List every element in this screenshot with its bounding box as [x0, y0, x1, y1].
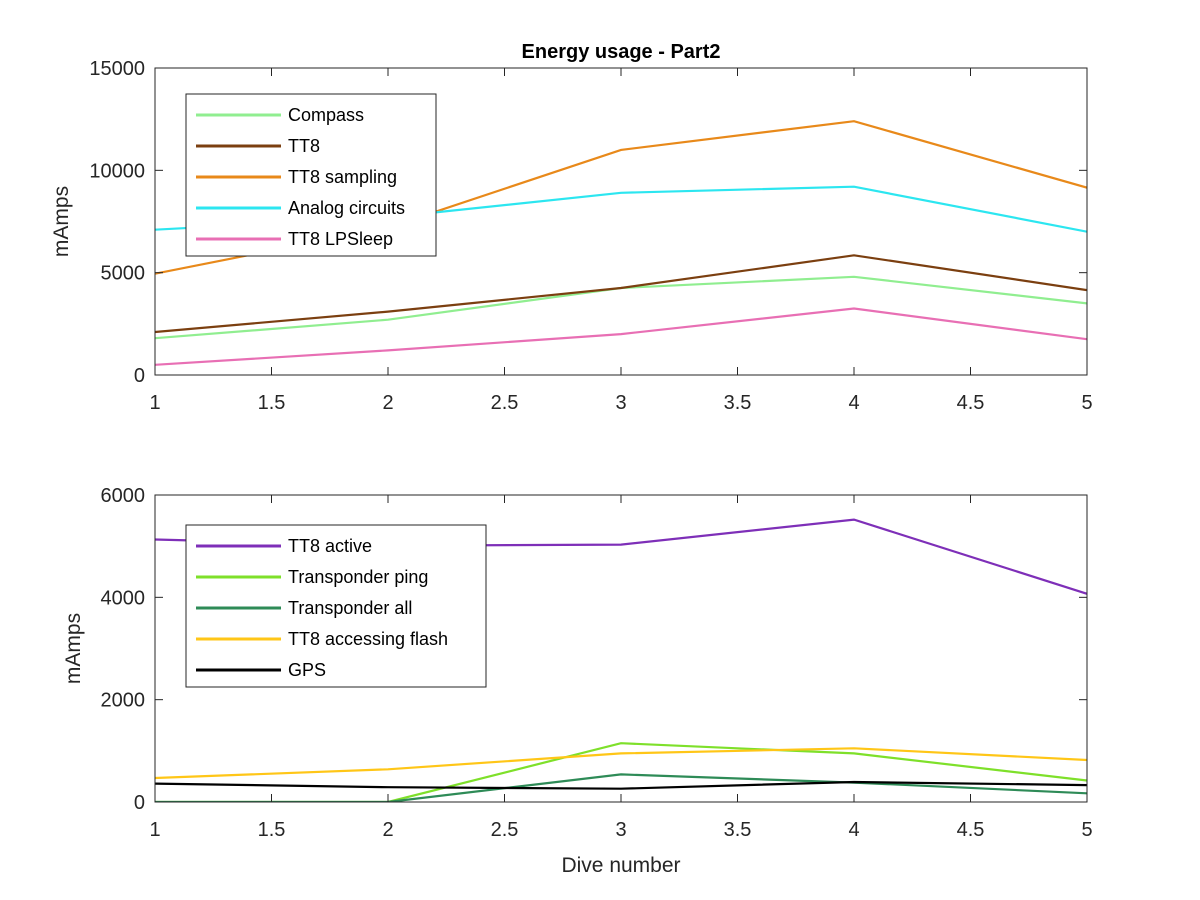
legend-label: Transponder ping	[288, 567, 428, 587]
y-tick-label: 15000	[89, 58, 145, 80]
legend-label: Transponder all	[288, 598, 412, 618]
chart-1: 1 1.5 2 2.5 3 3.5 4 4.5 5 0 5000 10000 15000 mAmps Ene…	[50, 41, 1093, 414]
x-tick-label: 3.5	[724, 392, 752, 414]
chart-2: 1 1.5 2 2.5 3 3.5 4 4.5 5 0 2000 4000 6000 mAmps Dive …	[62, 485, 1093, 877]
series-line-transponder-all	[155, 773, 1087, 802]
y-axis-label: mAmps	[50, 186, 73, 257]
legend-label: TT8 sampling	[288, 167, 397, 187]
x-tick-label: 5	[1081, 392, 1092, 414]
legend-label: GPS	[288, 660, 326, 680]
x-tick-label: 4.5	[957, 392, 985, 414]
series-line-tt8-accessing-flash	[155, 747, 1087, 780]
chart-title: Energy usage - Part2	[522, 41, 721, 63]
x-tick-label: 4.5	[957, 819, 985, 841]
legend: TT8 active Transponder ping Transponder al…	[185, 524, 487, 688]
x-tick-label: 1.5	[258, 819, 286, 841]
series-group	[155, 518, 1087, 802]
charts-container: 1 1.5 2 2.5 3 3.5 4 4.5 5 0 5000 10000 15000 mAmps Ene…	[50, 41, 1093, 877]
x-tick-label: 1	[149, 819, 160, 841]
x-tick-label: 3.5	[724, 819, 752, 841]
x-tick-label: 4	[848, 392, 859, 414]
series-line-tt8-lpsleep	[155, 307, 1087, 366]
x-tick-label: 3	[615, 392, 626, 414]
x-tick-label: 2.5	[491, 392, 519, 414]
legend: Compass TT8 TT8 sampling Analog circuits TT8…	[185, 93, 437, 257]
y-axis-label: mAmps	[62, 613, 85, 684]
x-tick-label: 3	[615, 819, 626, 841]
x-tick-label: 5	[1081, 819, 1092, 841]
x-tick-label: 2	[382, 819, 393, 841]
y-tick-label: 0	[134, 792, 145, 814]
series-line-tt8	[155, 254, 1087, 334]
y-tick-label: 4000	[101, 587, 146, 609]
series-line-gps	[155, 780, 1087, 790]
legend-label: TT8 active	[288, 536, 372, 556]
legend-box	[185, 93, 437, 257]
legend-box	[185, 524, 487, 688]
y-tick-label: 5000	[101, 263, 146, 285]
y-tick-label: 0	[134, 365, 145, 387]
legend-label: Compass	[288, 105, 364, 125]
x-tick-label: 1	[149, 392, 160, 414]
x-tick-label: 2	[382, 392, 393, 414]
series-line-transponder-ping	[155, 742, 1087, 802]
y-tick-label: 6000	[101, 485, 146, 507]
legend-label: Analog circuits	[288, 198, 405, 218]
legend-label: TT8 accessing flash	[288, 629, 448, 649]
x-tick-label: 1.5	[258, 392, 286, 414]
legend-label: TT8	[288, 136, 320, 156]
y-tick-label: 2000	[101, 690, 146, 712]
y-tick-label: 10000	[89, 160, 145, 182]
x-axis-label: Dive number	[561, 854, 680, 877]
legend-label: TT8 LPSleep	[288, 229, 393, 249]
x-tick-label: 2.5	[491, 819, 519, 841]
x-tick-label: 4	[848, 819, 859, 841]
